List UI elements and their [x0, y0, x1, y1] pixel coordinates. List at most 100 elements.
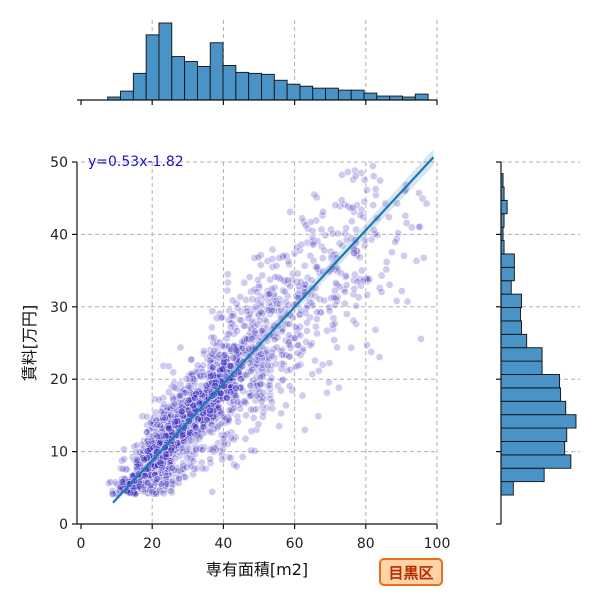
scatter-point	[240, 278, 249, 287]
right-histogram-bar	[500, 293, 522, 308]
scatter-point	[208, 363, 217, 372]
scatter-point	[282, 401, 290, 410]
scatter-point	[234, 371, 243, 380]
scatter-point	[310, 190, 319, 199]
scatter-point	[284, 257, 293, 266]
scatter-point	[168, 464, 177, 472]
scatter-point	[223, 439, 232, 448]
scatter-point	[318, 254, 327, 262]
right-histogram-bar	[500, 414, 577, 429]
scatter-point	[237, 316, 246, 325]
x-axis-label: 専有面積[m2]	[206, 560, 308, 579]
scatter-point	[247, 287, 255, 296]
scatter-point	[218, 313, 227, 322]
scatter-point	[178, 407, 186, 416]
top-histogram	[107, 22, 429, 101]
top-histogram-bar	[248, 72, 262, 101]
scatter-point	[331, 201, 340, 210]
scatter-point	[160, 400, 168, 409]
scatter-point	[176, 343, 185, 352]
scatter-point	[192, 436, 201, 445]
scatter-point	[301, 309, 310, 317]
scatter-point	[328, 320, 337, 329]
scatter-point	[342, 310, 351, 318]
x-tick-label: 40	[214, 536, 232, 552]
scatter-point	[169, 368, 178, 377]
scatter-point	[365, 274, 374, 283]
scatter-point	[138, 412, 147, 421]
scatter-point	[302, 337, 310, 346]
scatter-point	[317, 242, 326, 251]
regression-line	[112, 156, 435, 504]
scatter-point	[178, 443, 187, 452]
scatter-point	[362, 341, 371, 349]
scatter-point	[248, 334, 257, 343]
scatter-point	[200, 349, 208, 358]
scatter-point	[284, 337, 293, 346]
scatter-point	[187, 462, 196, 471]
scatter-point	[382, 265, 391, 274]
scatter-point	[277, 409, 285, 418]
scatter-point	[267, 352, 276, 360]
scatter-point	[245, 273, 254, 281]
scatter-point	[369, 201, 378, 209]
scatter-point	[367, 347, 376, 356]
scatter-point	[234, 417, 242, 426]
scatter-point	[360, 197, 369, 206]
scatter-point	[220, 350, 229, 359]
scatter-point	[375, 284, 384, 292]
scatter-point	[241, 434, 250, 443]
scatter-point	[313, 329, 321, 338]
scatter-point	[206, 458, 215, 467]
scatter-point	[254, 253, 263, 262]
scatter-point	[199, 423, 208, 431]
scatter-point	[161, 431, 170, 440]
scatter-point	[198, 464, 207, 473]
scatter-point	[222, 334, 231, 343]
scatter-point	[371, 191, 380, 200]
scatter-point	[122, 465, 130, 474]
right-histogram-bar	[500, 333, 528, 349]
scatter-point	[243, 307, 251, 315]
scatter-point	[278, 376, 287, 385]
top-histogram-bar	[209, 42, 224, 101]
scatter-point	[303, 238, 312, 247]
scatter-point	[229, 353, 238, 362]
scatter-point	[293, 349, 302, 357]
scatter-point	[330, 336, 339, 344]
scatter-point	[394, 229, 402, 238]
scatter-point	[397, 287, 406, 295]
scatter-point	[133, 456, 142, 465]
regression-equation: y=0.53x-1.82	[88, 154, 184, 170]
scatter-point	[159, 361, 168, 370]
scatter-point	[256, 373, 265, 382]
scatter-point	[111, 478, 120, 487]
scatter-point	[309, 240, 318, 249]
scatter-point	[300, 261, 309, 270]
scatter-point	[232, 462, 241, 471]
scatter-point	[335, 202, 344, 211]
scatter-point	[192, 367, 201, 376]
scatter-point	[217, 419, 226, 428]
scatter-point	[325, 378, 333, 387]
scatter-point	[257, 350, 265, 359]
scatter-point	[342, 235, 351, 244]
scatter-point	[268, 245, 277, 254]
scatter-point	[263, 361, 272, 370]
scatter-point	[255, 387, 263, 395]
scatter-point	[356, 211, 365, 220]
scatter-point	[199, 347, 208, 355]
scatter-point	[257, 364, 266, 372]
scatter-point	[130, 442, 138, 451]
top-histogram-bar	[414, 93, 429, 101]
scatter-point	[325, 307, 334, 315]
scatter-point	[381, 199, 390, 208]
scatter-point	[371, 185, 380, 193]
scatter-point	[150, 395, 159, 404]
x-tick-label: 0	[77, 536, 86, 552]
scatter-point	[350, 270, 359, 279]
scatter-point	[238, 452, 247, 461]
scatter-point	[401, 181, 410, 189]
scatter-point	[376, 176, 384, 185]
scatter-point	[306, 217, 315, 226]
